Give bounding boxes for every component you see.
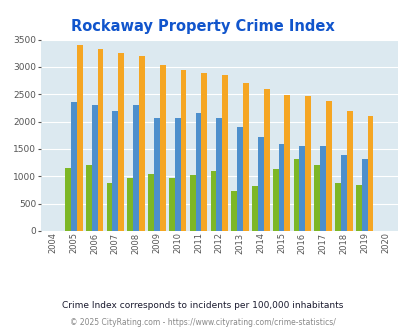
- Bar: [195, 113, 201, 231]
- Bar: [298, 146, 305, 231]
- Bar: [210, 171, 216, 231]
- Bar: [355, 185, 361, 231]
- Bar: [160, 65, 165, 231]
- Bar: [153, 118, 160, 231]
- Bar: [272, 169, 278, 231]
- Bar: [252, 186, 257, 231]
- Bar: [77, 45, 82, 231]
- Bar: [305, 96, 310, 231]
- Bar: [325, 101, 331, 231]
- Bar: [65, 168, 71, 231]
- Bar: [340, 155, 346, 231]
- Bar: [222, 75, 227, 231]
- Bar: [284, 95, 290, 231]
- Bar: [139, 56, 145, 231]
- Bar: [92, 105, 97, 231]
- Bar: [231, 191, 237, 231]
- Bar: [180, 70, 186, 231]
- Bar: [118, 53, 124, 231]
- Bar: [263, 89, 269, 231]
- Text: Rockaway Property Crime Index: Rockaway Property Crime Index: [71, 19, 334, 34]
- Text: © 2025 CityRating.com - https://www.cityrating.com/crime-statistics/: © 2025 CityRating.com - https://www.city…: [70, 318, 335, 327]
- Bar: [127, 178, 133, 231]
- Bar: [361, 159, 367, 231]
- Bar: [313, 165, 320, 231]
- Bar: [242, 83, 248, 231]
- Bar: [148, 174, 153, 231]
- Bar: [278, 144, 284, 231]
- Bar: [201, 73, 207, 231]
- Bar: [189, 175, 195, 231]
- Bar: [86, 165, 92, 231]
- Bar: [107, 183, 112, 231]
- Bar: [293, 159, 298, 231]
- Bar: [346, 111, 352, 231]
- Bar: [320, 146, 325, 231]
- Bar: [71, 102, 77, 231]
- Bar: [367, 115, 373, 231]
- Bar: [175, 118, 180, 231]
- Bar: [237, 127, 242, 231]
- Bar: [133, 105, 139, 231]
- Bar: [112, 111, 118, 231]
- Text: Crime Index corresponds to incidents per 100,000 inhabitants: Crime Index corresponds to incidents per…: [62, 301, 343, 310]
- Bar: [216, 118, 222, 231]
- Bar: [334, 183, 340, 231]
- Bar: [257, 137, 263, 231]
- Bar: [97, 50, 103, 231]
- Bar: [168, 178, 175, 231]
